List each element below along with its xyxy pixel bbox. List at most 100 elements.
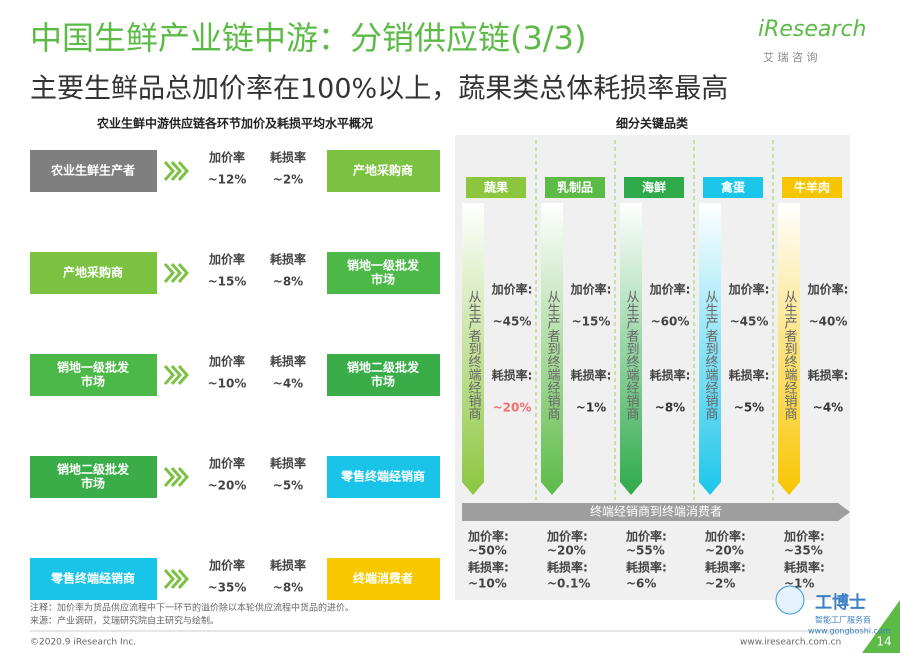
chevron xyxy=(170,161,183,181)
end-markup-label: 加价率: xyxy=(783,529,825,544)
loss-value: ~8% xyxy=(273,275,303,289)
loss-label: 耗损率: xyxy=(808,368,849,383)
loss-label: 耗损率 xyxy=(270,252,306,267)
logo: iResearch xyxy=(758,17,867,42)
loss-label: 耗损率: xyxy=(492,368,533,383)
to-box xyxy=(327,354,440,396)
bottom-arrow xyxy=(462,503,850,521)
category-name: 乳制品 xyxy=(557,180,593,195)
markup-value: ~45% xyxy=(493,315,532,329)
end-loss: ~6% xyxy=(626,577,656,591)
chevron xyxy=(163,365,176,385)
end-markup: ~20% xyxy=(705,544,744,558)
chevron xyxy=(163,569,176,589)
flow-arrow xyxy=(699,203,721,495)
flow-text: 从生产者到终端经销商 xyxy=(545,290,561,420)
chevron xyxy=(177,365,190,385)
note: 注释：加价率为货品供应流程中下一环节的溢价除以本轮供应流程中货品的进价。 xyxy=(30,602,354,614)
end-markup-label: 加价率: xyxy=(625,529,667,544)
box-label: 市场 xyxy=(81,476,105,491)
subtitle: 主要生鲜品总加价率在100%以上，蔬果类总体耗损率最高 xyxy=(30,74,728,105)
chevron xyxy=(177,263,190,283)
chevron xyxy=(177,467,190,487)
markup-label: 加价率 xyxy=(208,456,245,471)
watermark-name: 工博士 xyxy=(815,592,866,613)
category-name: 蔬果 xyxy=(484,180,508,195)
chevron xyxy=(163,161,176,181)
chevron xyxy=(177,161,190,181)
end-markup-label: 加价率: xyxy=(467,529,509,544)
loss-value: ~1% xyxy=(576,401,606,415)
loss-value: ~5% xyxy=(273,479,303,493)
markup-label: 加价率: xyxy=(728,282,770,297)
chevron xyxy=(170,365,183,385)
box-label: 零售终端经销商 xyxy=(50,571,135,586)
end-loss-label: 耗损率: xyxy=(468,560,509,575)
end-markup: ~35% xyxy=(784,544,823,558)
from-box xyxy=(30,150,157,192)
box-label: 终端消费者 xyxy=(353,571,413,586)
box-label: 销地一级批发 xyxy=(57,360,130,375)
from-box xyxy=(30,558,157,600)
right-title: 细分关键品类 xyxy=(616,116,689,131)
markup-value: ~40% xyxy=(809,315,848,329)
chevron xyxy=(163,467,176,487)
loss-value: ~8% xyxy=(655,401,685,415)
to-box xyxy=(327,150,440,192)
end-loss-label: 耗损率: xyxy=(547,560,588,575)
corner xyxy=(862,600,900,653)
flow-arrow xyxy=(620,203,642,495)
loss-label: 耗损率 xyxy=(270,456,306,471)
loss-label: 耗损率: xyxy=(729,368,770,383)
flow-arrow xyxy=(541,203,563,495)
category-box xyxy=(624,177,684,198)
loss-label: 耗损率: xyxy=(650,368,691,383)
chevron xyxy=(163,263,176,283)
box-label: 农业生鲜生产者 xyxy=(50,163,135,178)
markup-value: ~15% xyxy=(572,315,611,329)
markup-value: ~60% xyxy=(651,315,690,329)
category-box xyxy=(703,177,763,198)
flow-text: 从生产者到终端经销商 xyxy=(782,290,798,420)
from-box xyxy=(30,456,157,498)
loss-value: ~5% xyxy=(734,401,764,415)
box-label: 市场 xyxy=(81,374,105,389)
markup-label: 加价率: xyxy=(649,282,691,297)
box-label: 市场 xyxy=(371,374,395,389)
box-label: 产地采购商 xyxy=(353,163,413,178)
title: 中国生鲜产业链中游：分销供应链(3/3) xyxy=(30,19,586,57)
bottom-flow-text: 终端经销商到终端消费者 xyxy=(590,504,722,519)
markup-value: ~15% xyxy=(208,275,247,289)
markup-value: ~10% xyxy=(208,377,247,391)
markup-label: 加价率 xyxy=(208,252,245,267)
page-number: 14 xyxy=(876,635,891,649)
markup-value: ~35% xyxy=(208,581,247,595)
to-box xyxy=(327,456,440,498)
box-label: 销地二级批发 xyxy=(57,462,130,477)
end-loss: ~10% xyxy=(468,577,507,591)
markup-label: 加价率 xyxy=(208,354,245,369)
box-label: 销地二级批发 xyxy=(347,360,420,375)
end-loss: ~0.1% xyxy=(547,577,590,591)
end-markup-label: 加价率: xyxy=(546,529,588,544)
box-label: 产地采购商 xyxy=(63,265,123,280)
to-box xyxy=(327,252,440,294)
loss-label: 耗损率: xyxy=(571,368,612,383)
end-loss-label: 耗损率: xyxy=(626,560,667,575)
flow-text: 从生产者到终端经销商 xyxy=(466,290,482,420)
markup-label: 加价率 xyxy=(208,150,245,165)
markup-label: 加价率: xyxy=(491,282,533,297)
end-loss: ~2% xyxy=(705,577,735,591)
category-box xyxy=(466,177,526,198)
category-name: 禽蛋 xyxy=(720,180,745,195)
flow-arrow xyxy=(462,203,484,495)
chevron xyxy=(177,569,190,589)
loss-value: ~4% xyxy=(273,377,303,391)
box-label: 销地一级批发 xyxy=(347,258,420,273)
category-name: 牛羊肉 xyxy=(794,180,830,195)
end-markup-label: 加价率: xyxy=(704,529,746,544)
flow-text: 从生产者到终端经销商 xyxy=(703,290,719,420)
mascot xyxy=(775,585,805,615)
category-name: 海鲜 xyxy=(642,180,666,195)
end-markup: ~50% xyxy=(468,544,507,558)
